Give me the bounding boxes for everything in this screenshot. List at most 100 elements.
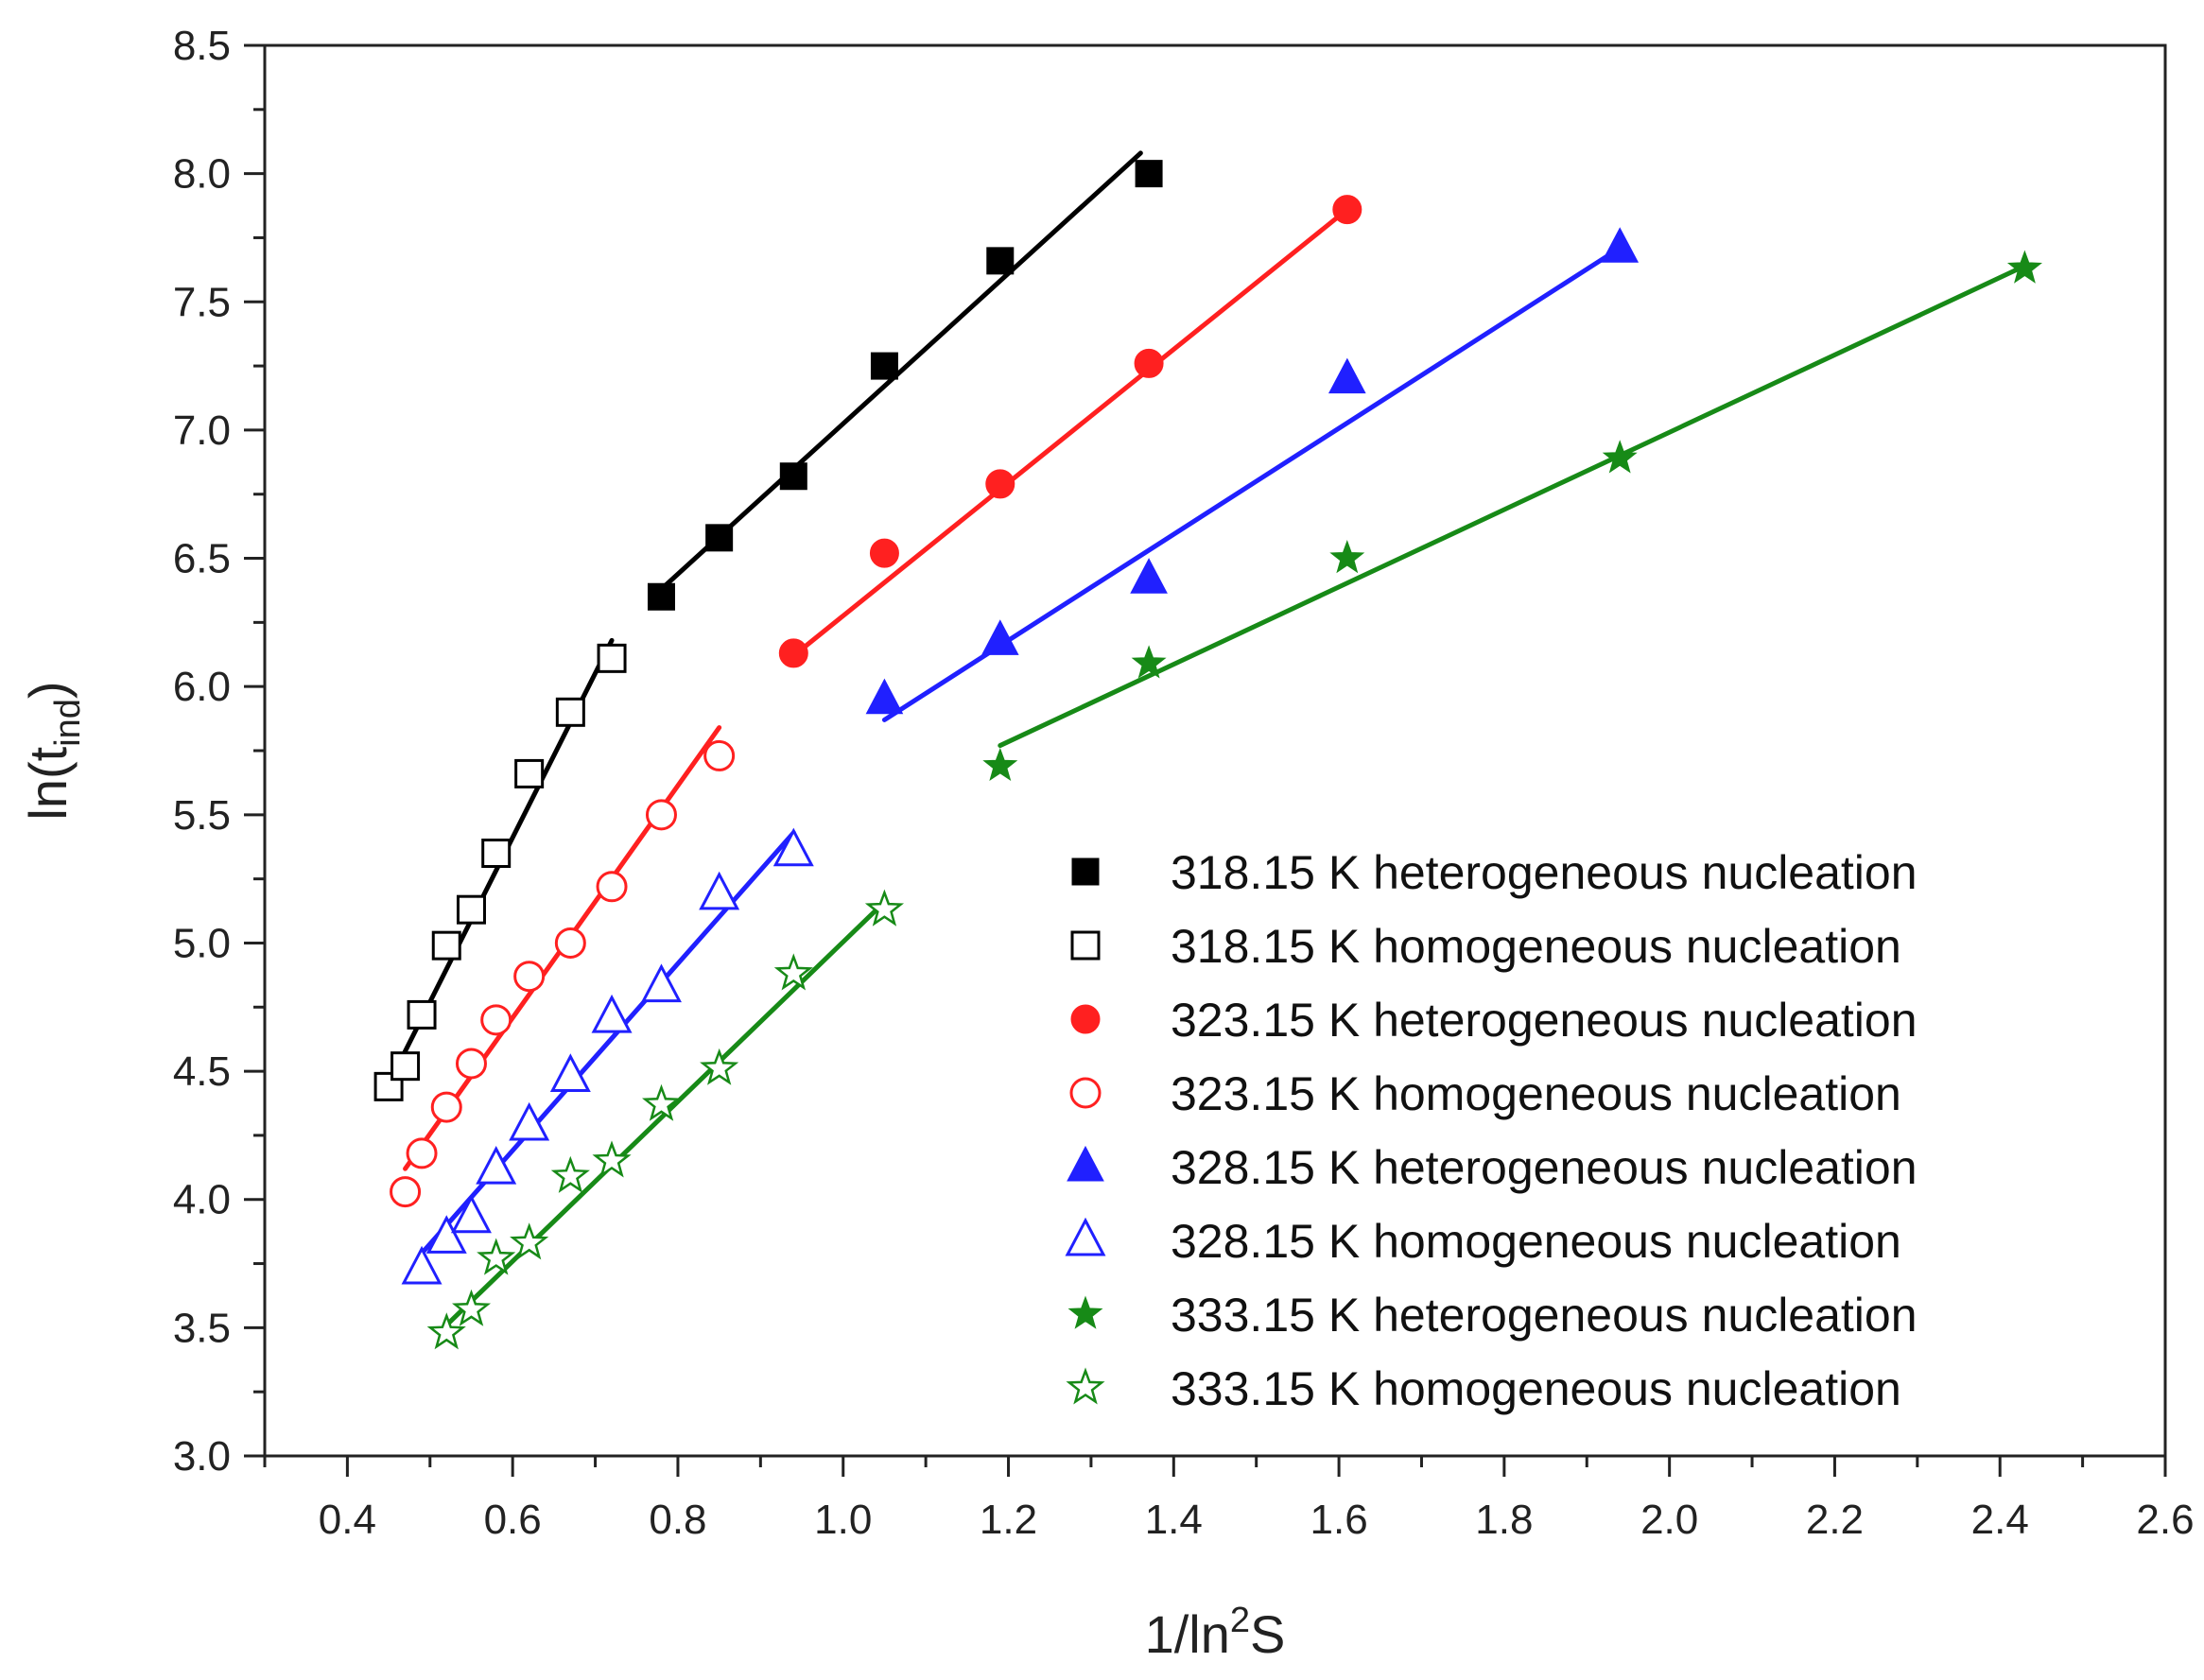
x-axis-title-tail: S: [1250, 1604, 1285, 1664]
legend-label: 323.15 K homogeneous nucleation: [1171, 1067, 1901, 1120]
data-point-series-0: [647, 582, 675, 611]
data-point-series-3: [455, 1048, 487, 1080]
x-tick-label: 1.4: [1145, 1497, 1203, 1543]
data-point-series-2: [869, 538, 899, 568]
data-point-series-5: [401, 1245, 443, 1285]
data-point-series-1: [597, 643, 627, 673]
data-point-series-6: [1131, 645, 1167, 679]
data-point-series-3: [390, 1176, 422, 1208]
data-point-series-5: [509, 1101, 550, 1141]
data-point-series-1: [456, 894, 486, 925]
data-point-series-6: [982, 747, 1018, 781]
x-tick-label: 0.6: [484, 1497, 542, 1543]
fit-line-series-2: [790, 207, 1350, 659]
x-tick-label: 1.0: [814, 1497, 872, 1543]
legend-marker: [1067, 1145, 1104, 1182]
data-point-series-0: [779, 462, 807, 491]
data-point-series-7: [451, 1289, 492, 1326]
legend-label: 318.15 K heterogeneous nucleation: [1171, 846, 1918, 899]
legend-marker: [1065, 1217, 1106, 1256]
legend-label: 333.15 K homogeneous nucleation: [1171, 1362, 1901, 1415]
data-point-series-3: [430, 1091, 462, 1123]
legend-label: 328.15 K heterogeneous nucleation: [1171, 1141, 1918, 1194]
data-point-series-3: [554, 927, 586, 959]
data-point-series-5: [699, 871, 740, 910]
data-point-series-4: [1601, 227, 1640, 263]
legend-label: 323.15 K heterogeneous nucleation: [1171, 994, 1918, 1047]
data-point-series-7: [773, 953, 813, 991]
data-point-series-3: [645, 799, 677, 831]
data-point-series-7: [426, 1312, 466, 1350]
data-point-series-7: [510, 1222, 549, 1260]
data-point-series-1: [431, 930, 461, 961]
data-point-series-6: [1602, 440, 1638, 474]
data-point-series-2: [778, 638, 808, 668]
data-point-series-5: [640, 963, 682, 1003]
legend-label: 328.15 K homogeneous nucleation: [1171, 1215, 1901, 1268]
y-axis-title-tail: ): [18, 681, 78, 699]
y-tick-label: 8.5: [173, 23, 231, 69]
data-point-series-6: [2006, 250, 2042, 284]
data-point-series-7: [550, 1155, 590, 1193]
x-tick-label: 1.2: [980, 1497, 1037, 1543]
legend-marker: [1066, 1367, 1105, 1405]
data-point-series-3: [513, 961, 546, 993]
data-point-series-3: [703, 739, 736, 771]
data-point-series-3: [480, 1004, 512, 1036]
data-point-series-1: [514, 758, 545, 788]
y-tick-label: 3.5: [173, 1305, 231, 1351]
x-tick-label: 1.8: [1475, 1497, 1533, 1543]
legend-marker: [1070, 1004, 1101, 1034]
x-axis-title-main: 1/ln: [1145, 1604, 1230, 1664]
data-point-series-1: [555, 697, 585, 727]
data-point-series-1: [390, 1051, 421, 1082]
legend-label: 333.15 K heterogeneous nucleation: [1171, 1289, 1918, 1342]
data-point-series-7: [477, 1238, 516, 1275]
data-point-series-1: [481, 839, 512, 869]
legend-label: 318.15 K homogeneous nucleation: [1171, 920, 1901, 973]
data-point-series-6: [1329, 540, 1365, 574]
y-tick-label: 8.0: [173, 151, 231, 198]
data-point-series-3: [406, 1137, 438, 1169]
fit-line-series-0: [658, 150, 1143, 592]
x-axis-title: 1/ln2S: [1145, 1601, 1286, 1664]
plot-frame: [263, 43, 2167, 1458]
y-tick-label: 6.0: [173, 664, 231, 710]
x-tick-label: 2.2: [1806, 1497, 1864, 1543]
y-tick-label: 4.5: [173, 1048, 231, 1095]
x-axis-title-sup: 2: [1230, 1601, 1250, 1640]
legend-marker: [1069, 1077, 1102, 1109]
data-point-series-2: [1134, 348, 1164, 378]
y-tick-label: 5.0: [173, 920, 231, 966]
y-tick-label: 3.0: [173, 1433, 231, 1480]
data-point-series-5: [450, 1194, 492, 1234]
legend-marker: [1071, 857, 1100, 886]
x-tick-label: 0.8: [649, 1497, 706, 1543]
fit-line-series-6: [998, 263, 2027, 749]
data-point-series-5: [591, 994, 633, 1033]
x-tick-label: 2.0: [1640, 1497, 1698, 1543]
y-axis-title-sub: ind: [48, 699, 88, 747]
data-point-series-7: [641, 1083, 682, 1121]
y-tick-label: 4.0: [173, 1177, 231, 1223]
x-tick-label: 2.6: [2136, 1497, 2194, 1543]
legend: 318.15 K heterogeneous nucleation 318.15 …: [1065, 846, 1918, 1415]
legend-marker: [1067, 1295, 1103, 1329]
x-tick-label: 1.6: [1310, 1497, 1368, 1543]
data-point-series-4: [865, 678, 904, 715]
data-point-series-7: [592, 1140, 632, 1178]
x-tick-label: 0.4: [319, 1497, 376, 1543]
data-point-series-0: [986, 247, 1015, 275]
data-point-series-5: [476, 1145, 517, 1185]
y-axis-title-main: ln(t: [18, 746, 78, 820]
data-point-series-0: [870, 352, 898, 380]
data-point-series-4: [1130, 558, 1168, 594]
data-point-series-7: [864, 889, 905, 927]
data-point-series-0: [705, 524, 734, 552]
data-point-series-5: [425, 1215, 467, 1254]
x-tick-label: 2.4: [1971, 1497, 2029, 1543]
data-point-series-2: [985, 469, 1015, 499]
data-point-series-5: [549, 1053, 591, 1093]
data-point-series-4: [981, 619, 1019, 655]
